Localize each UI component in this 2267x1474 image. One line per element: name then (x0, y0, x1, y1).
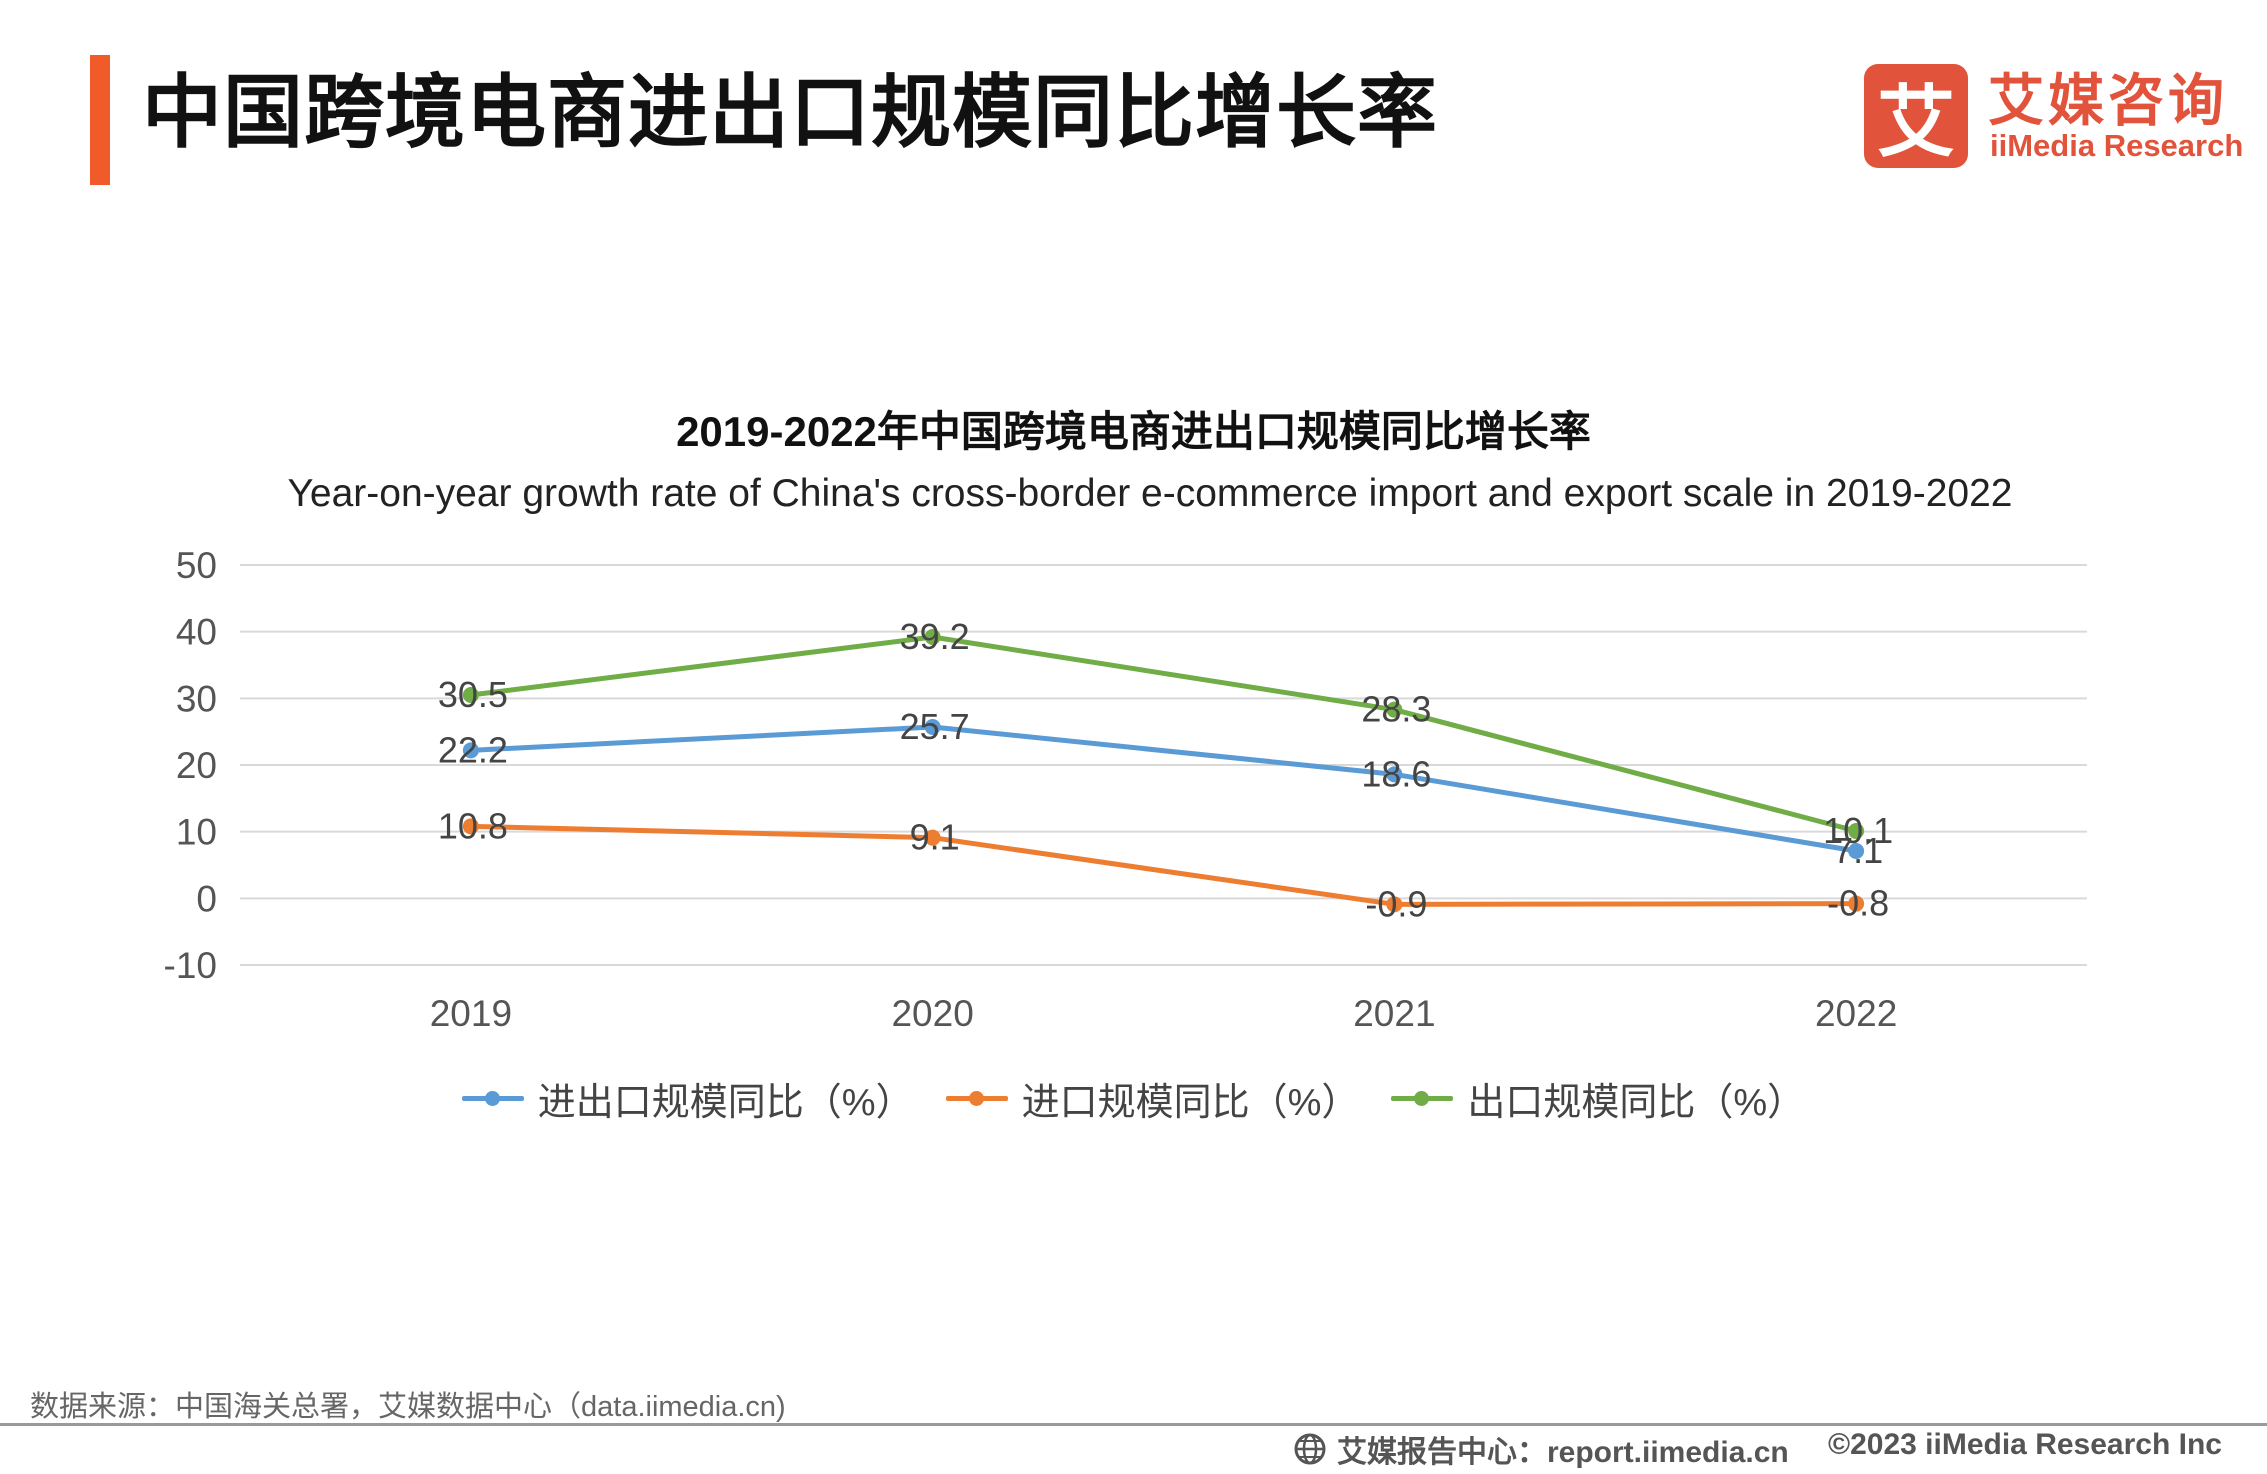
data-label: 10.8 (438, 805, 508, 846)
x-tick-label: 2022 (1815, 993, 1897, 1034)
legend-swatch-dot (968, 1091, 984, 1106)
data-label: 18.6 (1361, 753, 1431, 794)
series-line (468, 634, 1859, 834)
legend-swatch-dot (1414, 1091, 1430, 1106)
logo-name-cn: 艾媒咨询 (1988, 69, 2228, 134)
report-site-text: 艾媒报告中心：report.iimedia.cn (1337, 1436, 1789, 1469)
data-point (1848, 895, 1865, 912)
chart-legend: 进出口规模同比（%） 进口规模同比（%） 出口规模同比（%） (0, 1068, 2267, 1128)
legend-label: 出口规模同比（%） (1467, 1081, 1806, 1124)
legend-swatch (1391, 1083, 1454, 1113)
chart-subtitle: Year-on-year growth rate of China's cros… (287, 472, 2013, 515)
data-source-note: 数据来源：中国海关总署，艾媒数据中心（data.iimedia.cn) (30, 1391, 786, 1423)
globe-icon (1294, 1433, 1326, 1465)
y-tick-label: 40 (176, 612, 217, 653)
legend-item: 出口规模同比（%） (1391, 1071, 1805, 1126)
legend-swatch (945, 1083, 1008, 1113)
data-point (462, 687, 479, 703)
logo-mark-icon: 艾 (1864, 64, 1968, 168)
data-label: 25.7 (900, 706, 970, 747)
chart-title: 2019-2022年中国跨境电商进出口规模同比增长率 (676, 408, 1591, 455)
data-point (924, 719, 941, 735)
data-label: 10.1 (1823, 810, 1893, 851)
copyright-text: ©2023 iiMedia Research Inc (1828, 1428, 2222, 1461)
brand-logo[interactable]: 艾 艾媒咨询 iiMedia Research (1864, 62, 2243, 172)
footer-divider (0, 1423, 2267, 1426)
chart-gridlines (240, 564, 2087, 966)
y-axis: 50 40 30 20 10 0 -10 (164, 545, 217, 986)
title-accent-bar (90, 55, 110, 185)
data-point (924, 629, 941, 645)
data-point (462, 818, 479, 835)
data-point (1386, 896, 1403, 913)
y-tick-label: 50 (176, 545, 217, 586)
data-point (1848, 843, 1865, 859)
data-label: 22.2 (438, 729, 508, 770)
y-tick-label: 0 (196, 878, 217, 919)
x-tick-label: 2020 (891, 993, 973, 1034)
legend-label: 进口规模同比（%） (1021, 1081, 1360, 1124)
data-point (1386, 701, 1403, 718)
data-label: 30.5 (438, 674, 508, 715)
series-line (468, 724, 1859, 854)
y-tick-label: 10 (176, 812, 217, 853)
page-title: 中国跨境电商进出口规模同比增长率 (142, 68, 1438, 157)
data-label: 39.2 (900, 616, 970, 657)
x-axis: 2019 2020 2021 2022 (430, 993, 1898, 1034)
x-tick-label: 2021 (1353, 993, 1435, 1034)
data-label: 7.1 (1833, 830, 1883, 871)
data-labels: 22.2 25.7 18.6 7.1 10.8 9.1 -0.9 -0.8 30.5 39.2 28… (438, 616, 1893, 924)
y-tick-label: 20 (176, 745, 217, 786)
data-point (924, 829, 941, 846)
data-point (1848, 823, 1865, 839)
data-point (1386, 766, 1403, 783)
legend-item: 进出口规模同比（%） (461, 1071, 914, 1126)
series-line (468, 823, 1859, 907)
data-label: 28.3 (1361, 689, 1431, 730)
legend-swatch (461, 1083, 524, 1113)
data-label: -0.9 (1365, 883, 1427, 924)
logo-name-en: iiMedia Research (1990, 128, 2244, 163)
y-tick-label: -10 (164, 945, 217, 986)
chart-series (462, 629, 1865, 913)
legend-label: 进出口规模同比（%） (537, 1081, 914, 1124)
legend-item: 进口规模同比（%） (945, 1071, 1360, 1126)
y-tick-label: 30 (176, 678, 217, 719)
data-label: 9.1 (910, 817, 960, 858)
report-site-link[interactable]: 艾媒报告中心：report.iimedia.cn (1293, 1427, 1789, 1471)
legend-swatch-dot (484, 1091, 500, 1106)
data-point (462, 742, 479, 759)
data-label: -0.8 (1827, 883, 1889, 924)
x-tick-label: 2019 (430, 993, 512, 1034)
